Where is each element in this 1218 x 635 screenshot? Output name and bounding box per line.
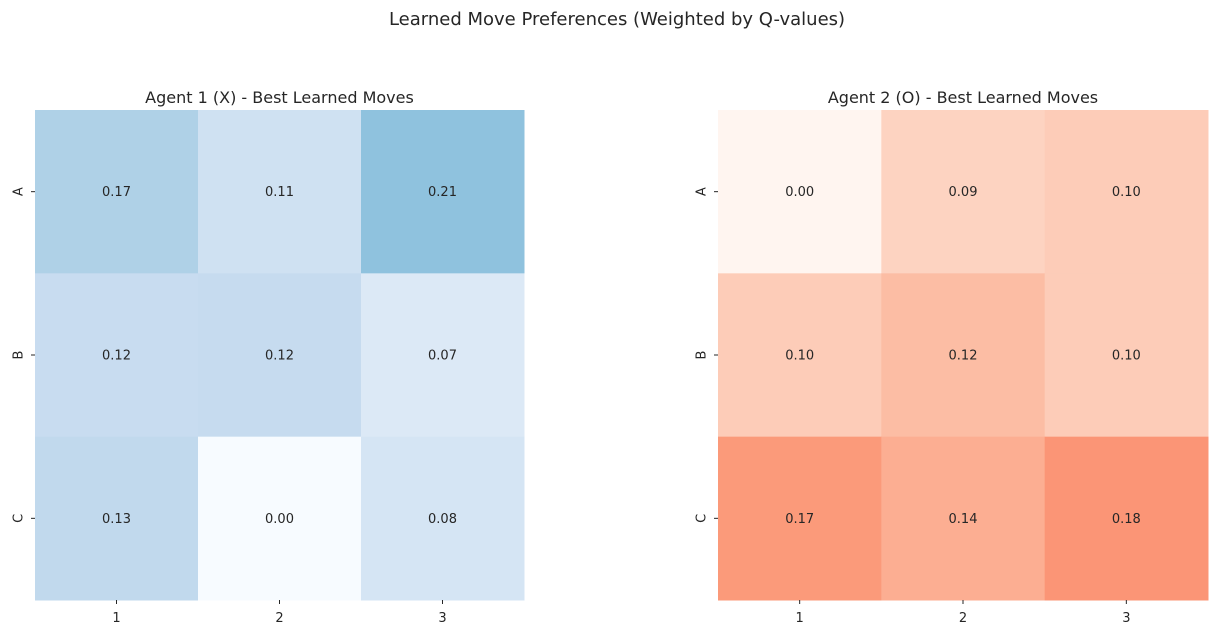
y-tick-label: A [12, 187, 27, 196]
heatmap-title: Agent 1 (X) - Best Learned Moves [145, 88, 414, 107]
heatmap-cell [1044, 110, 1209, 274]
cell-annotation: 0.09 [949, 185, 978, 200]
x-tick-label: 3 [1122, 611, 1130, 626]
x-tick-label: 2 [959, 611, 967, 626]
x-tick-label: 1 [796, 611, 804, 626]
heatmap-cell [198, 436, 362, 601]
cell-annotation: 0.13 [102, 512, 131, 527]
heatmap-cell [718, 273, 882, 438]
cell-annotation: 0.10 [1112, 185, 1141, 200]
cell-annotation: 0.17 [102, 185, 131, 200]
y-tick-label: C [12, 514, 27, 523]
y-tick-label: C [695, 514, 710, 523]
x-tick-label: 1 [112, 611, 120, 626]
heatmap-panels: Agent 1 (X) - Best Learned Moves 0.17 0.11… [12, 88, 1209, 626]
heatmap-agent2: Agent 2 (O) - Best Learned Moves 0.00 0.09… [695, 88, 1209, 626]
cell-annotation: 0.17 [785, 512, 814, 527]
cell-annotation: 0.12 [949, 349, 978, 364]
figure-title: Learned Move Preferences (Weighted by Q-… [389, 9, 845, 30]
cell-annotation: 0.21 [428, 185, 457, 200]
heatmap-cell [881, 273, 1046, 438]
heatmap-cell [718, 436, 882, 601]
y-tick-label: B [12, 351, 27, 360]
cell-annotation: 0.18 [1112, 512, 1141, 527]
cell-annotation: 0.12 [265, 349, 294, 364]
cell-annotation: 0.12 [102, 349, 131, 364]
heatmap-cell [1044, 273, 1209, 438]
cell-annotation: 0.10 [1112, 349, 1141, 364]
x-tick-label: 3 [438, 611, 446, 626]
heatmap-title: Agent 2 (O) - Best Learned Moves [828, 88, 1098, 107]
cell-annotation: 0.10 [785, 349, 814, 364]
cell-annotation: 0.14 [949, 512, 978, 527]
heatmap-cell [718, 110, 882, 274]
cell-annotation: 0.00 [785, 185, 814, 200]
heatmap-cell [35, 273, 199, 438]
cell-annotation: 0.00 [265, 512, 294, 527]
heatmap-cell [361, 273, 525, 438]
heatmap-cell [1044, 436, 1209, 601]
y-tick-label: A [695, 187, 710, 196]
heatmap-cell [35, 110, 199, 274]
cell-annotation: 0.08 [428, 512, 457, 527]
heatmap-agent1: Agent 1 (X) - Best Learned Moves 0.17 0.11… [12, 88, 525, 626]
x-tick-label: 2 [275, 611, 283, 626]
cell-annotation: 0.11 [265, 185, 294, 200]
heatmap-cell [198, 110, 362, 274]
heatmap-cell [881, 436, 1046, 601]
cell-annotation: 0.07 [428, 349, 457, 364]
heatmap-cell [361, 110, 525, 274]
heatmap-cell [361, 436, 525, 601]
heatmap-cell [198, 273, 362, 438]
heatmap-cell [35, 436, 199, 601]
y-tick-label: B [695, 351, 710, 360]
heatmap-cell [881, 110, 1046, 274]
